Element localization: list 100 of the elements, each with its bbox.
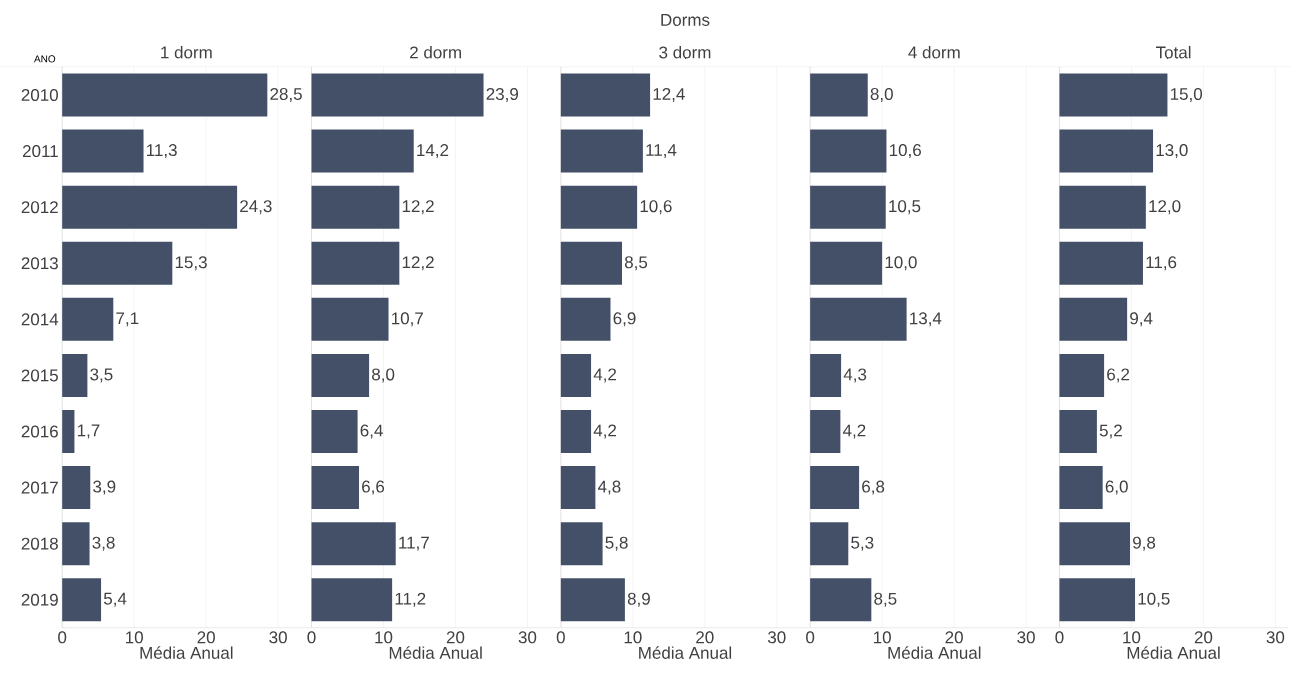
data-label: 11,3: [147, 144, 177, 159]
data-label: 12,2: [402, 200, 434, 215]
data-label: 4,2: [593, 424, 617, 439]
bar: [810, 129, 887, 173]
x-tick-label: 0: [1055, 631, 1064, 644]
data-label: 6,8: [862, 480, 885, 495]
data-label: 8,0: [870, 88, 893, 103]
data-label: 12,2: [402, 256, 434, 271]
data-label: 3,5: [90, 368, 113, 383]
data-label: 10,5: [1138, 592, 1170, 607]
data-label: 15,3: [175, 256, 207, 271]
x-tick-label: 30: [1017, 631, 1035, 644]
bar: [311, 129, 414, 173]
data-label: 10,6: [640, 200, 672, 215]
data-label: 4,2: [842, 424, 866, 439]
x-axis-title: Média Anual: [140, 646, 233, 660]
x-tick-label: 30: [1266, 631, 1285, 644]
data-label: 12,0: [1149, 200, 1181, 215]
bar: [311, 354, 370, 398]
bar: [560, 466, 596, 510]
bar: [1059, 73, 1168, 117]
data-label: 6,6: [362, 480, 385, 495]
bar: [62, 522, 90, 566]
bar: [62, 185, 238, 229]
bar: [311, 410, 358, 454]
data-label: 10,5: [889, 200, 921, 215]
data-label: 11,6: [1146, 256, 1177, 271]
data-label: 11,2: [395, 592, 426, 607]
bar: [560, 185, 638, 229]
bar: [560, 73, 651, 117]
x-tick-label: 20: [945, 631, 963, 644]
bar: [810, 354, 842, 398]
bar: [1059, 185, 1146, 229]
bar: [810, 522, 849, 566]
bar: [311, 578, 393, 622]
data-label: 9,4: [1130, 312, 1153, 327]
x-tick-label: 0: [307, 631, 316, 644]
bar: [62, 73, 268, 117]
y-tick-label: 2016: [21, 425, 58, 438]
x-tick-label: 10: [624, 631, 642, 644]
y-tick-label: 2012: [21, 201, 58, 214]
x-tick-label: 30: [767, 631, 786, 644]
chart-subtitle: 2 dorm: [410, 46, 461, 59]
chart-subtitle: Total: [1155, 46, 1191, 59]
data-label: 24,3: [240, 200, 272, 215]
data-label: 5,3: [851, 536, 874, 551]
bar: [62, 129, 144, 173]
x-tick-label: 0: [806, 631, 815, 644]
bar: [1059, 522, 1131, 566]
chart-subtitle: 1 dorm: [161, 46, 212, 59]
bar: [810, 578, 872, 622]
bar: [62, 354, 88, 398]
bar: [560, 129, 643, 173]
y-tick-label: 2013: [21, 257, 58, 270]
data-label: 1,7: [77, 424, 100, 439]
x-axis-title: Média Anual: [389, 646, 482, 660]
data-label: 10,7: [392, 312, 423, 327]
data-label: 7,1: [116, 312, 139, 327]
bar: [311, 522, 396, 566]
data-label: 4,2: [593, 368, 617, 383]
x-tick-label: 0: [58, 631, 67, 644]
data-label: 8,0: [372, 368, 395, 383]
data-label: 13,4: [910, 312, 942, 327]
data-label: 28,5: [270, 88, 302, 103]
data-label: 5,8: [605, 536, 628, 551]
data-label: 6,0: [1105, 480, 1128, 495]
x-tick-label: 20: [446, 631, 465, 644]
x-tick-label: 10: [873, 631, 891, 644]
data-label: 13,0: [1156, 144, 1188, 159]
bar: [1059, 354, 1105, 398]
data-label: 12,4: [653, 88, 685, 103]
data-label: 6,2: [1107, 368, 1130, 383]
bar: [62, 578, 102, 622]
x-tick-label: 0: [556, 631, 565, 644]
x-tick-label: 20: [197, 631, 215, 644]
bar: [810, 185, 886, 229]
y-tick-label: 2019: [21, 593, 58, 606]
x-tick-label: 30: [518, 631, 537, 644]
data-label: 15,0: [1170, 88, 1203, 103]
bar: [560, 297, 611, 341]
data-label: 6,4: [360, 424, 383, 439]
bar: [810, 73, 868, 117]
bar: [62, 297, 114, 341]
bar: [311, 297, 389, 341]
data-label: 4,8: [597, 480, 621, 495]
x-tick-label: 10: [126, 631, 143, 644]
data-label: 11,7: [399, 536, 429, 551]
bar: [560, 522, 603, 566]
y-tick-label: 2010: [21, 89, 58, 102]
chart-subtitle: 3 dorm: [659, 46, 711, 59]
bar: [810, 466, 860, 510]
bar: [1059, 241, 1143, 285]
data-label: 8,9: [627, 592, 650, 607]
y-tick-label: 2017: [21, 481, 58, 494]
bar: [560, 241, 623, 285]
x-tick-label: 20: [1194, 631, 1213, 644]
x-tick-label: 20: [696, 631, 714, 644]
bar: [810, 410, 841, 454]
data-label: 5,2: [1099, 424, 1122, 439]
bar: [311, 73, 484, 117]
